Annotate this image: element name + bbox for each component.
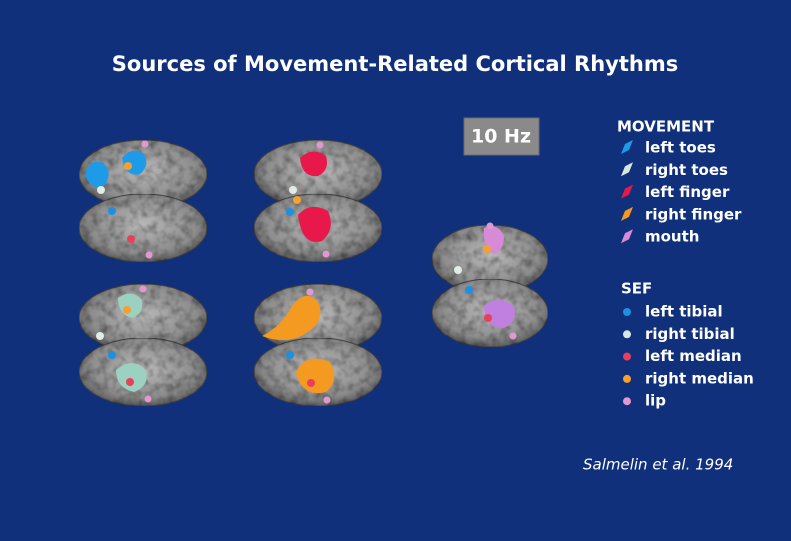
brain-left-finger [253,139,383,263]
sef-item: right median [645,369,754,387]
movement-legend: left toes right toes left finger right fing… [621,139,742,246]
citation: Salmelin et al. 1994 [583,456,733,474]
movement-item: right toes [645,161,728,179]
movement-item: left finger [645,183,730,201]
movement-icon [621,162,633,177]
movement-icon [621,184,633,199]
brain-right-finger [253,283,383,407]
movement-icon [621,140,633,154]
brain-left-toes [78,139,208,263]
sef-legend: left tibial right tibial left median right … [623,303,754,410]
sef-dot [623,374,631,383]
sef-dot [623,330,631,339]
sef-item: left tibial [645,303,723,321]
brain-mouth [431,222,549,348]
frequency-box [463,117,540,156]
movement-item: left toes [645,139,716,157]
movement-item: mouth [645,228,699,246]
sef-item: right tibial [645,325,735,343]
brain-right-toes [78,283,208,407]
sef-dot [623,352,631,361]
frequency-label: 10 Hz [471,126,531,148]
sef-item: lip [645,392,666,410]
sef-dot [623,308,631,316]
movement-item: right finger [645,205,742,223]
movement-heading: MOVEMENT [617,118,715,136]
sef-dot [623,397,631,406]
sef-item: left median [645,347,742,365]
movement-icon [621,206,633,221]
slide-title: Sources of Movement-Related Cortical Rhy… [112,52,678,76]
movement-icon [621,229,633,244]
sef-heading: SEF [621,280,652,298]
